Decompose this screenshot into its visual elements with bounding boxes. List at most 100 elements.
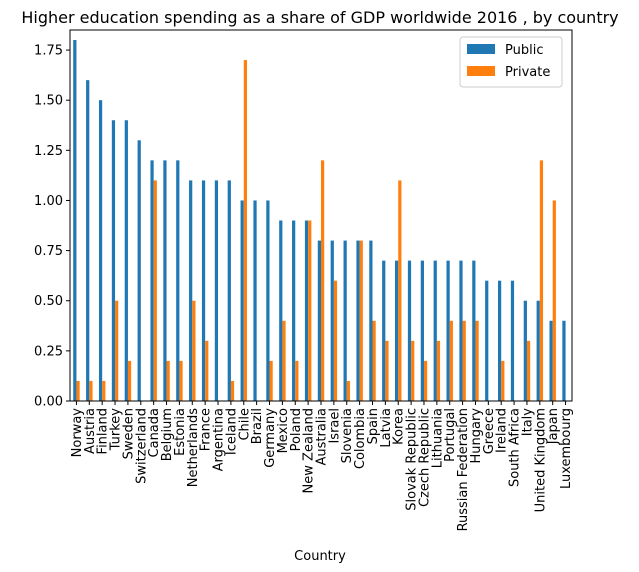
bar-public-russian-federation <box>459 260 463 401</box>
bar-private-austria <box>89 380 93 401</box>
bar-private-korea <box>398 180 402 401</box>
bar-private-latvia <box>385 340 389 401</box>
bar-public-hungary <box>472 260 476 401</box>
bar-private-netherlands <box>192 300 196 401</box>
bar-private-slovenia <box>346 380 350 401</box>
bar-private-portugal <box>449 320 453 401</box>
bar-private-spain <box>372 320 376 401</box>
x-tick-label: New Zealand <box>302 408 317 493</box>
y-axis: 0.00 0.25 0.50 0.75 1.00 1.25 1.50 1.75 <box>34 44 70 410</box>
bar-public-luxembourg <box>562 320 566 401</box>
x-tick-label: Sweden <box>121 408 136 459</box>
x-tick-label: Brazil <box>250 408 265 444</box>
bar-public-united-kingdom <box>536 300 540 401</box>
x-tick-label: Luxembourg <box>559 408 574 489</box>
bar-public-slovak-republic <box>407 260 412 401</box>
x-tick-label: Poland <box>289 408 304 451</box>
x-tick-label: France <box>199 408 214 451</box>
legend-swatch-public <box>467 44 495 54</box>
bar-public-switzerland <box>137 140 141 402</box>
bar-private-ireland <box>501 360 505 401</box>
bar-public-finland <box>98 100 103 401</box>
y-tick-label: 0.00 <box>34 395 63 410</box>
x-tick-label: Mexico <box>276 408 291 453</box>
bar-public-poland <box>292 220 296 401</box>
bar-public-korea <box>395 260 399 401</box>
legend-label-public: Public <box>505 43 543 58</box>
bar-private-estonia <box>179 360 183 401</box>
bar-private-hungary <box>475 320 479 401</box>
x-tick-label: Slovak Republic <box>405 408 420 511</box>
bar-public-japan <box>549 320 553 401</box>
y-tick-label: 0.75 <box>34 244 63 259</box>
bar-public-argentina <box>214 180 219 401</box>
bar-private-italy <box>526 340 531 401</box>
x-tick-label: Israel <box>327 408 342 444</box>
bar-private-belgium <box>166 360 170 401</box>
y-tick-label: 0.25 <box>34 344 63 359</box>
legend: Public Private <box>459 36 563 88</box>
x-tick-label: Latvia <box>379 408 394 448</box>
bar-private-mexico <box>282 320 286 401</box>
x-tick-label: Germany <box>263 408 278 468</box>
bar-private-chile <box>243 60 247 401</box>
bar-private-poland <box>295 360 299 401</box>
bar-private-united-kingdom <box>539 160 544 401</box>
y-tick-label: 1.50 <box>34 94 63 109</box>
x-tick-label: Hungary <box>469 408 484 464</box>
bar-private-norway <box>76 380 80 401</box>
bar-public-czech-republic <box>420 260 424 401</box>
bar-public-greece <box>485 280 489 401</box>
legend-swatch-private <box>467 66 495 76</box>
y-tick-label: 1.75 <box>34 44 63 59</box>
x-tick-label: Czech Republic <box>417 408 432 507</box>
bar-public-turkey <box>111 120 116 402</box>
x-tick-label: Slovenia <box>340 408 355 463</box>
y-tick-label: 1.25 <box>34 144 63 159</box>
legend-label-private: Private <box>505 65 550 80</box>
bar-private-russian-federation <box>462 320 466 401</box>
x-tick-label: Estonia <box>173 408 188 456</box>
bar-public-new-zealand <box>304 220 309 401</box>
bar-public-slovenia <box>343 240 347 401</box>
bar-public-colombia <box>356 240 360 401</box>
x-tick-label: Switzerland <box>134 408 149 484</box>
x-tick-label: Iceland <box>224 408 239 455</box>
plot-frame <box>69 29 573 402</box>
bar-public-italy <box>523 300 527 401</box>
bar-private-lithuania <box>436 340 441 401</box>
y-tick-label: 1.00 <box>34 194 63 209</box>
bar-public-australia <box>317 240 321 401</box>
x-tick-label: Japan <box>546 408 561 445</box>
bar-public-iceland <box>227 180 231 401</box>
bar-public-spain <box>369 240 373 401</box>
x-tick-label: Australia <box>315 408 330 466</box>
bar-public-sweden <box>124 120 128 402</box>
bar-public-germany <box>266 200 270 401</box>
bar-private-canada <box>153 180 157 401</box>
x-tick-label: Finland <box>96 408 111 454</box>
bar-private-new-zealand <box>308 220 312 401</box>
bar-private-czech-republic <box>423 360 428 401</box>
bar-public-canada <box>150 160 154 401</box>
bar-private-slovak-republic <box>411 340 415 401</box>
bar-private-france <box>205 340 209 401</box>
x-tick-label: Canada <box>147 408 162 457</box>
bar-public-mexico <box>279 220 283 401</box>
x-tick-label: Greece <box>482 408 497 454</box>
x-tick-label: Russian Federation <box>456 408 471 531</box>
bar-public-belgium <box>163 160 167 401</box>
x-tick-label: Lithuania <box>430 408 445 468</box>
bar-public-israel <box>330 240 334 401</box>
x-tick-label: Italy <box>520 408 535 437</box>
bar-public-south-africa <box>510 280 515 401</box>
bar-private-finland <box>102 380 106 401</box>
bar-public-austria <box>86 80 90 401</box>
x-tick-label: Chile <box>237 408 252 441</box>
x-tick-label: Portugal <box>443 408 458 462</box>
y-tick-label: 0.50 <box>34 294 63 309</box>
bar-private-iceland <box>230 380 235 401</box>
x-tick-label: Turkey <box>109 408 124 452</box>
bar-public-chile <box>240 200 244 401</box>
